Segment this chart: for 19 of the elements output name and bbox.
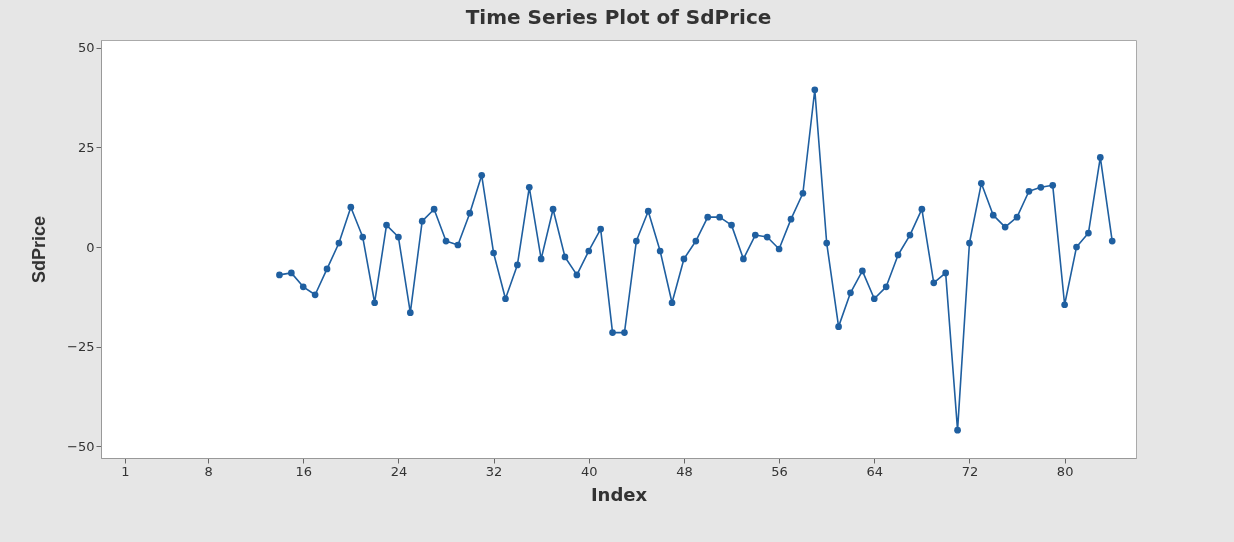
x-tick-label: 80 — [1056, 463, 1074, 479]
x-tick-label: 1 — [121, 463, 130, 479]
y-axis-title: SdPrice — [29, 215, 50, 284]
y-tick-label: −50 — [67, 438, 95, 454]
y-tick-label: 25 — [77, 139, 95, 155]
x-tick-label: 56 — [771, 463, 788, 479]
x-tick-label: 48 — [676, 463, 693, 479]
y-tick-label: 0 — [86, 239, 95, 255]
x-tick-label: 72 — [961, 463, 979, 479]
x-axis-title: Index — [590, 483, 648, 505]
y-tick-label: −25 — [67, 339, 95, 355]
x-tick-label: 16 — [295, 463, 313, 479]
x-tick-label: 40 — [580, 463, 598, 479]
x-tick-label: 8 — [204, 463, 213, 479]
y-tick-label: 50 — [77, 40, 95, 56]
x-tick-label: 32 — [485, 463, 503, 479]
x-tick-label: 24 — [390, 463, 408, 479]
chart-title: Time Series Plot of SdPrice — [465, 5, 772, 29]
x-tick-label: 64 — [866, 463, 884, 479]
